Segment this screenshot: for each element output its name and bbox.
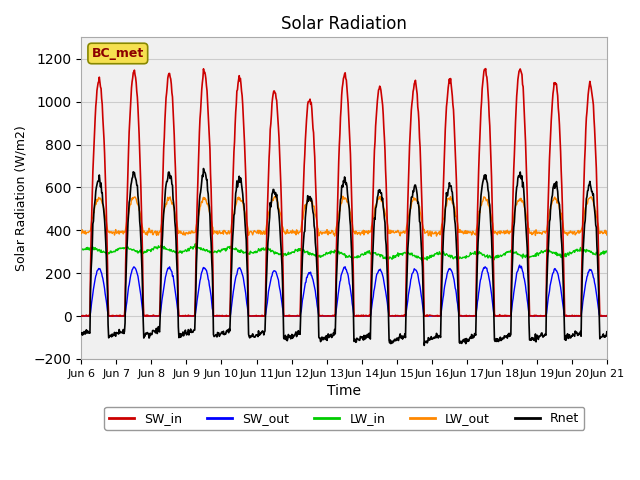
X-axis label: Time: Time	[327, 384, 362, 398]
Legend: SW_in, SW_out, LW_in, LW_out, Rnet: SW_in, SW_out, LW_in, LW_out, Rnet	[104, 407, 584, 430]
Y-axis label: Solar Radiation (W/m2): Solar Radiation (W/m2)	[15, 125, 28, 271]
Title: Solar Radiation: Solar Radiation	[282, 15, 407, 33]
Text: BC_met: BC_met	[92, 47, 144, 60]
